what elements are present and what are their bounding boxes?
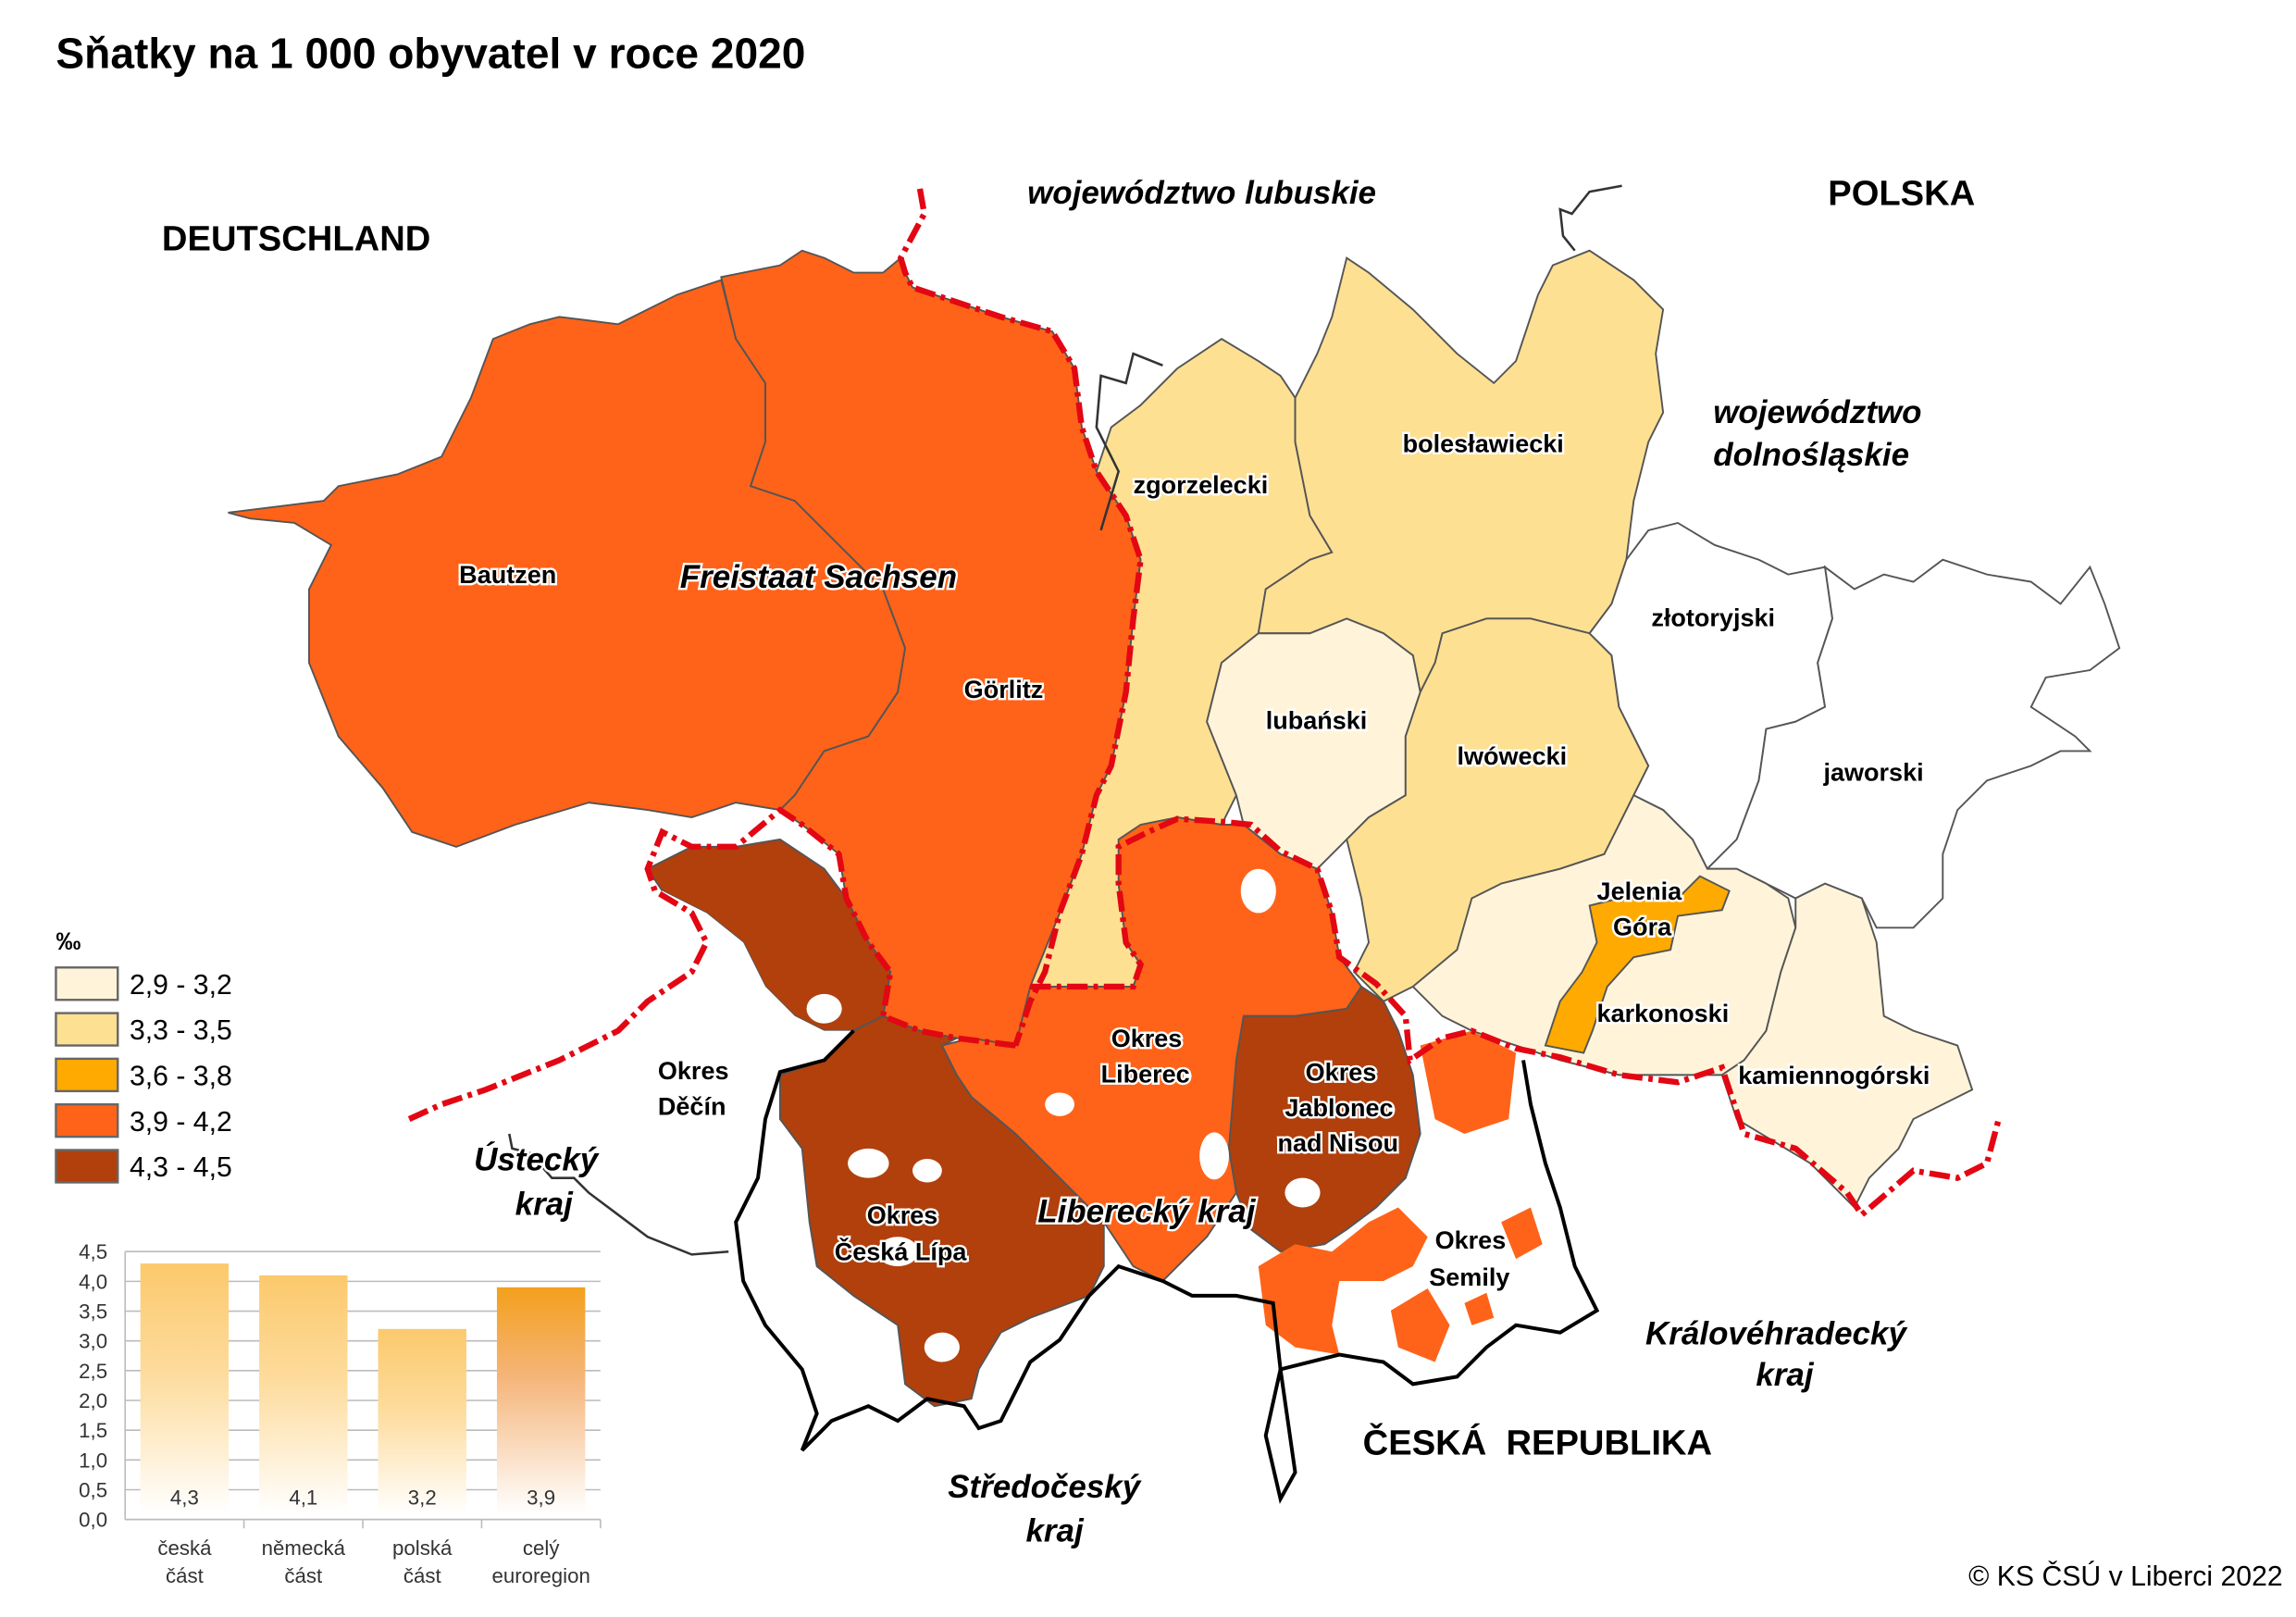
label-jablonec-1: Okres — [1306, 1059, 1377, 1087]
label-karkonoski: karkonoski — [1597, 1000, 1730, 1027]
region-label-ustecky-2: kraj — [515, 1186, 575, 1222]
district-jaworski[interactable] — [1705, 558, 2121, 929]
district-labels: Bautzen Görlitz zgorzelecki bolesławieck… — [457, 428, 1932, 1293]
region-label-stredocesky-2: kraj — [1025, 1513, 1085, 1549]
country-label-deutschland: DEUTSCHLAND — [162, 219, 430, 259]
label-boleslawiecki: bolesławiecki — [1403, 430, 1564, 458]
district-jelenia-gora[interactable] — [1544, 875, 1731, 1054]
legend-label: 3,9 - 4,2 — [130, 1107, 232, 1138]
national-border-de-cz — [407, 806, 1016, 1122]
y-tick-label: 2,5 — [79, 1360, 107, 1383]
country-label-cesko: ČESKÁ REPUBLIKA — [1363, 1422, 1712, 1463]
x-category-label: česká — [157, 1536, 212, 1560]
x-category-label: celý — [523, 1536, 560, 1560]
legend-label: 3,3 - 3,5 — [130, 1015, 232, 1046]
legend-label: 3,6 - 3,8 — [130, 1061, 232, 1091]
bar-data-label: 4,1 — [289, 1486, 317, 1510]
y-tick-label: 3,5 — [79, 1300, 107, 1323]
label-bautzen: Bautzen — [459, 561, 556, 589]
label-jablonec-3: nad Nisou — [1277, 1129, 1398, 1157]
y-tick-label: 1,0 — [79, 1449, 107, 1472]
x-category-label: část — [284, 1564, 323, 1587]
label-decin-1: Okres — [658, 1057, 729, 1085]
copyright: © KS ČSÚ v Liberci 2022 — [1968, 1561, 2283, 1592]
bar — [259, 1275, 348, 1514]
admin-border-ustecky — [508, 1133, 729, 1256]
label-semily-2: Semily — [1429, 1263, 1509, 1291]
label-zlotoryjski: złotoryjski — [1651, 603, 1775, 631]
label-jelenia-gora-1: Jelenia — [1597, 877, 1683, 905]
district-semily[interactable] — [1258, 1030, 1543, 1362]
legend-swatch — [55, 1149, 119, 1184]
legend-label: 4,3 - 4,5 — [130, 1152, 232, 1183]
national-border-de-pl — [897, 188, 1144, 1047]
x-category-label: německá — [262, 1536, 346, 1560]
district-jablonec[interactable] — [1228, 985, 1421, 1253]
region-label-ustecky-1: Ústecký — [474, 1141, 600, 1178]
legend-swatch — [55, 966, 119, 1001]
admin-border-pl-north — [1558, 184, 1622, 252]
y-tick-label: 0,5 — [79, 1478, 107, 1501]
label-zgorzelecki: zgorzelecki — [1134, 471, 1269, 499]
y-tick-label: 0,0 — [79, 1509, 107, 1532]
label-semily-1: Okres — [1435, 1226, 1507, 1254]
legend: ‰ 2,9 - 3,2 3,3 - 3,5 3,6 - 3,8 3,9 - 4,2 4,… — [55, 927, 232, 1184]
y-tick-label: 4,5 — [79, 1240, 107, 1263]
label-decin-2: Děčín — [658, 1092, 726, 1120]
bar-data-label: 4,3 — [170, 1486, 199, 1510]
y-tick-label: 3,0 — [79, 1330, 107, 1353]
label-ceska-lipa-2: Česká Lípa — [835, 1237, 968, 1266]
district-decin[interactable] — [412, 890, 854, 1208]
region-label-kralovehradecky-2: kraj — [1756, 1357, 1815, 1393]
x-category-label: část — [166, 1564, 205, 1587]
bar — [496, 1287, 586, 1514]
label-jaworski: jaworski — [1822, 758, 1923, 786]
label-liberec-2: Liberec — [1101, 1060, 1190, 1088]
page-title: Sňatky na 1 000 obyvatel v roce 2020 — [56, 30, 805, 78]
x-category-label: euroregion — [491, 1564, 590, 1587]
y-tick-label: 4,0 — [79, 1270, 107, 1293]
region-label-kralovehradecky-1: Královéhradecký — [1645, 1315, 1907, 1351]
region-label-lubuskie: województwo lubuskie — [1027, 175, 1376, 211]
label-lwowecki: lwówecki — [1457, 742, 1567, 770]
label-liberec-1: Okres — [1111, 1025, 1183, 1052]
map — [228, 184, 2121, 1504]
y-tick-label: 2,0 — [79, 1389, 107, 1412]
district-kamiennogorski[interactable] — [1720, 882, 1974, 1210]
national-border-pl-cz — [1030, 815, 2002, 1220]
label-kamiennogorski: kamiennogórski — [1738, 1062, 1930, 1089]
region-label-sachsen: Freistaat Sachsen — [680, 559, 957, 595]
legend-swatch — [55, 1057, 119, 1093]
bar — [378, 1328, 466, 1514]
bar-chart: 0,0 0,5 1,0 1,5 2,0 2,5 3,0 3,5 4,0 4,5 4,3 česká čá… — [79, 1240, 602, 1587]
bar-data-label: 3,2 — [408, 1486, 437, 1510]
bar — [140, 1263, 230, 1514]
y-tick-label: 1,5 — [79, 1419, 107, 1442]
region-label-stredocesky-1: Středočeský — [948, 1469, 1142, 1505]
kraj-border — [734, 1029, 1600, 1504]
region-label-dolnoslaskie-2: dolnośląskie — [1713, 437, 1909, 473]
x-category-label: polská — [392, 1536, 453, 1560]
legend-swatch — [55, 1102, 119, 1138]
label-jablonec-2: Jablonec — [1285, 1094, 1393, 1122]
legend-label: 2,9 - 3,2 — [130, 970, 232, 1001]
country-label-polska: POLSKA — [1828, 173, 1975, 213]
label-gorlitz: Görlitz — [964, 676, 1044, 703]
x-category-label: část — [403, 1564, 442, 1587]
legend-swatch — [55, 1012, 119, 1047]
bar-data-label: 3,9 — [527, 1486, 555, 1510]
admin-border-lubuskie — [1095, 352, 1163, 531]
region-label-liberecky: Liberecký kraj — [1037, 1193, 1257, 1229]
region-label-dolnoslaskie-1: województwo — [1713, 394, 1921, 430]
label-ceska-lipa-1: Okres — [867, 1201, 938, 1229]
label-jelenia-gora-2: Góra — [1613, 913, 1672, 940]
label-lubanski: lubański — [1266, 707, 1368, 735]
legend-unit: ‰ — [56, 927, 81, 955]
